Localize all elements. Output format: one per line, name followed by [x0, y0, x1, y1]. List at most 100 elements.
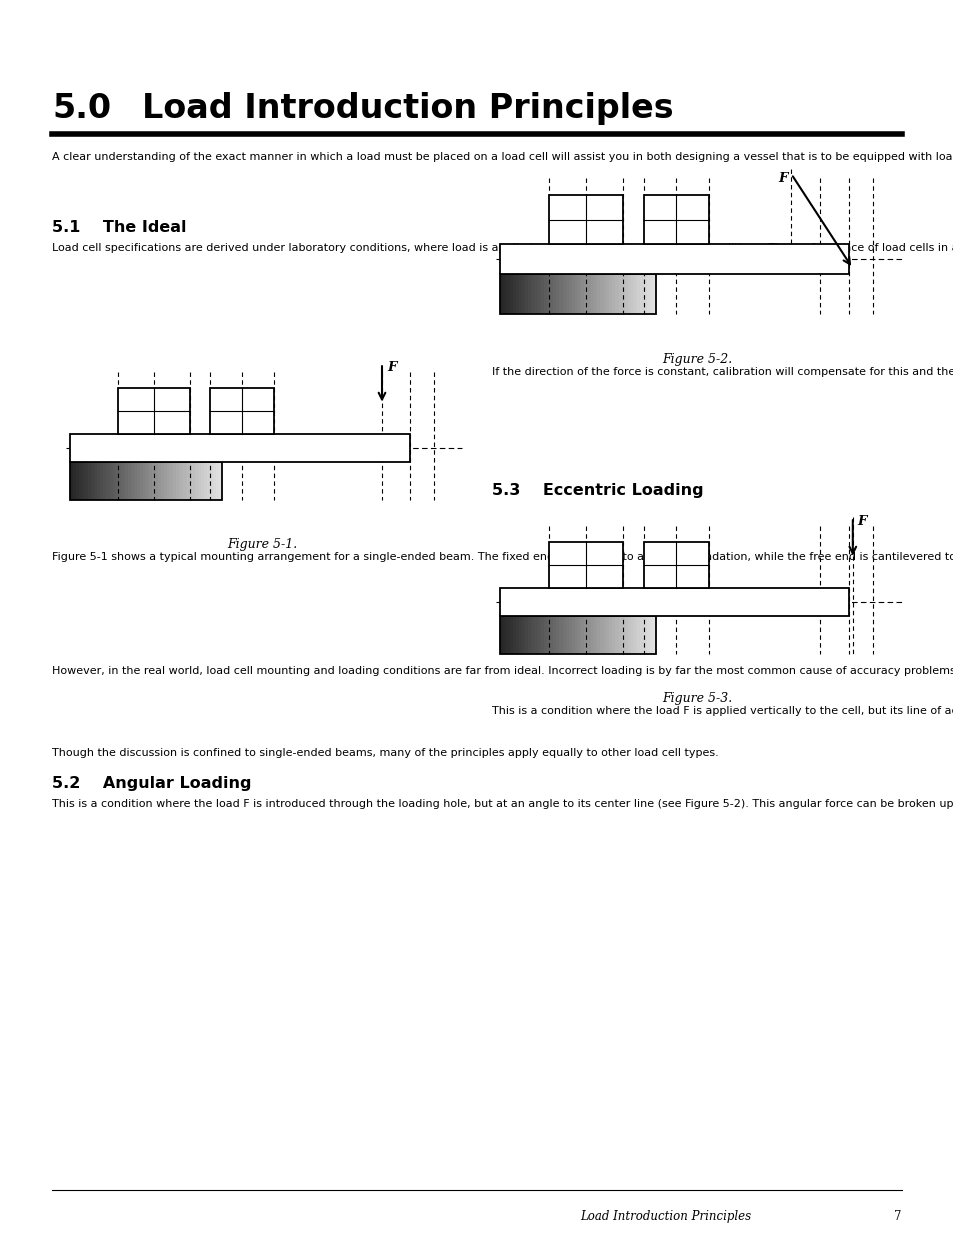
Bar [646, 274, 650, 314]
Bar [537, 616, 540, 655]
Text: Figure 5-1.: Figure 5-1. [227, 538, 296, 551]
Bar [584, 616, 587, 655]
Bar [546, 274, 550, 314]
Bar [646, 616, 650, 655]
Bar [637, 616, 640, 655]
Bar [528, 274, 532, 314]
Bar [192, 462, 195, 500]
Bar [499, 274, 503, 314]
Text: If the direction of the force is constant, calibration will compensate for this : If the direction of the force is constan… [492, 367, 953, 377]
Bar [531, 274, 535, 314]
Bar [70, 462, 222, 500]
Bar [207, 462, 210, 500]
Bar [128, 462, 132, 500]
Bar [518, 616, 522, 655]
Bar [521, 274, 525, 314]
Bar [189, 462, 192, 500]
Bar [597, 616, 599, 655]
Bar [133, 462, 137, 500]
Bar [521, 616, 525, 655]
Bar [602, 274, 606, 314]
Bar [562, 616, 565, 655]
Bar [537, 274, 540, 314]
Text: Figure 5-3.: Figure 5-3. [661, 692, 731, 705]
Bar [593, 616, 597, 655]
Bar [103, 462, 107, 500]
Bar [516, 616, 518, 655]
Bar [70, 462, 73, 500]
Bar [161, 462, 165, 500]
Bar [499, 274, 656, 314]
Bar [549, 542, 622, 588]
Bar [164, 462, 168, 500]
Bar [571, 616, 575, 655]
Bar [146, 462, 150, 500]
Bar [155, 462, 158, 500]
Text: F: F [777, 172, 786, 185]
Bar [171, 462, 173, 500]
Bar [543, 616, 547, 655]
Bar [194, 462, 198, 500]
Bar [524, 616, 528, 655]
Bar [549, 195, 622, 245]
Bar [652, 274, 656, 314]
Bar [627, 616, 631, 655]
Bar [143, 462, 147, 500]
Bar [546, 616, 550, 655]
Bar [643, 274, 646, 314]
Bar [652, 616, 656, 655]
Bar [580, 274, 584, 314]
Bar [185, 462, 189, 500]
Bar [590, 274, 594, 314]
Text: 5.0: 5.0 [52, 91, 111, 125]
Bar [580, 616, 584, 655]
Bar [73, 462, 76, 500]
Bar [125, 462, 128, 500]
Bar [516, 274, 518, 314]
Bar [556, 616, 559, 655]
Bar [556, 274, 559, 314]
Bar [167, 462, 171, 500]
Bar [609, 274, 612, 314]
Text: Figure 5-2.: Figure 5-2. [661, 353, 731, 366]
Bar [503, 274, 506, 314]
Text: 7: 7 [894, 1210, 901, 1223]
Bar [179, 462, 183, 500]
Bar [197, 462, 201, 500]
Bar [649, 274, 653, 314]
Bar [85, 462, 89, 500]
Text: 5.3    Eccentric Loading: 5.3 Eccentric Loading [492, 483, 703, 498]
Bar [210, 388, 274, 435]
Bar [540, 274, 544, 314]
Bar [136, 462, 140, 500]
Bar [643, 616, 646, 655]
Bar [499, 616, 503, 655]
Text: Figure 5-1 shows a typical mounting arrangement for a single-ended beam. The fix: Figure 5-1 shows a typical mounting arra… [52, 552, 953, 562]
Bar [558, 274, 562, 314]
Bar [518, 274, 522, 314]
Bar [528, 616, 532, 655]
Bar [634, 274, 638, 314]
Bar [605, 616, 609, 655]
Bar [621, 616, 624, 655]
Bar [639, 274, 643, 314]
Bar [553, 274, 557, 314]
Bar [531, 616, 535, 655]
Text: This is a condition where the load F is applied vertically to the cell, but its : This is a condition where the load F is … [492, 706, 953, 716]
Bar [112, 462, 116, 500]
Bar [118, 388, 190, 435]
Bar [568, 616, 572, 655]
Bar [204, 462, 207, 500]
Bar [568, 274, 572, 314]
Bar [587, 616, 591, 655]
Bar [131, 462, 134, 500]
Bar [575, 616, 578, 655]
Bar [612, 616, 616, 655]
Bar [578, 616, 581, 655]
Bar [540, 616, 544, 655]
Bar [509, 616, 513, 655]
Bar [88, 462, 91, 500]
Bar [571, 274, 575, 314]
Bar [643, 542, 709, 588]
Bar [562, 274, 565, 314]
